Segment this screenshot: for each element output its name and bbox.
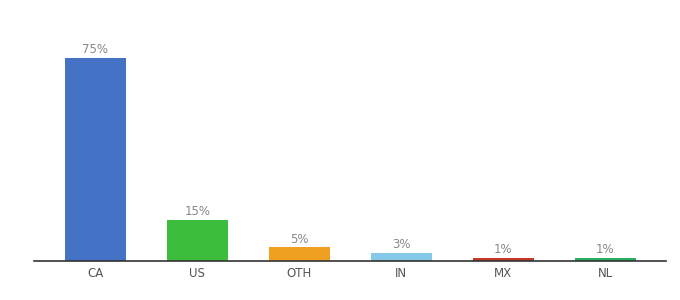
Text: 3%: 3% bbox=[392, 238, 411, 251]
Text: 1%: 1% bbox=[596, 243, 615, 256]
Bar bbox=[371, 253, 432, 261]
Bar bbox=[269, 248, 330, 261]
Text: 75%: 75% bbox=[82, 43, 108, 56]
Bar bbox=[65, 58, 126, 261]
Text: 15%: 15% bbox=[184, 206, 210, 218]
Bar bbox=[167, 220, 228, 261]
Text: 1%: 1% bbox=[494, 243, 513, 256]
Bar bbox=[575, 258, 636, 261]
Bar bbox=[473, 258, 534, 261]
Text: 5%: 5% bbox=[290, 232, 309, 245]
